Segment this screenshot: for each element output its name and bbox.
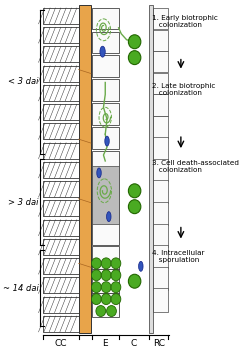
Bar bbox=[43, 239, 78, 255]
Circle shape bbox=[101, 294, 111, 305]
Text: 4. Intracellular
   sporulation: 4. Intracellular sporulation bbox=[152, 250, 204, 263]
Bar bbox=[153, 223, 168, 247]
Bar bbox=[43, 200, 78, 216]
Text: E: E bbox=[102, 339, 108, 348]
Text: C: C bbox=[130, 339, 137, 348]
Bar bbox=[43, 66, 78, 82]
Ellipse shape bbox=[138, 261, 143, 271]
Circle shape bbox=[92, 270, 101, 281]
Bar bbox=[153, 30, 168, 51]
Bar bbox=[43, 220, 78, 236]
Bar bbox=[43, 85, 78, 101]
Text: RC: RC bbox=[154, 339, 166, 348]
Bar bbox=[43, 8, 78, 24]
Bar bbox=[92, 222, 118, 245]
Bar bbox=[92, 127, 118, 149]
Bar bbox=[43, 162, 78, 178]
Bar bbox=[153, 267, 168, 290]
Bar bbox=[43, 297, 78, 313]
Text: 2. Late biotrophic
   colonization: 2. Late biotrophic colonization bbox=[152, 83, 215, 96]
Bar bbox=[153, 8, 168, 29]
Bar bbox=[43, 27, 78, 43]
Circle shape bbox=[111, 294, 121, 305]
Ellipse shape bbox=[105, 136, 109, 146]
Circle shape bbox=[128, 51, 141, 65]
Circle shape bbox=[128, 35, 141, 49]
Circle shape bbox=[101, 270, 111, 281]
Bar bbox=[43, 277, 78, 294]
Text: 3. Cell death-associated
   colonization: 3. Cell death-associated colonization bbox=[152, 161, 238, 173]
Circle shape bbox=[111, 258, 121, 269]
Bar bbox=[43, 46, 78, 62]
Text: < 3 dai: < 3 dai bbox=[8, 77, 38, 87]
Circle shape bbox=[128, 184, 141, 198]
Circle shape bbox=[111, 282, 121, 293]
Text: > 3 dai: > 3 dai bbox=[8, 198, 38, 207]
Ellipse shape bbox=[100, 46, 105, 57]
Bar bbox=[92, 32, 118, 53]
Ellipse shape bbox=[97, 168, 101, 178]
Bar bbox=[43, 316, 78, 332]
Circle shape bbox=[111, 270, 121, 281]
Bar bbox=[153, 73, 168, 94]
Ellipse shape bbox=[106, 211, 111, 222]
Text: ~ 14 dai: ~ 14 dai bbox=[3, 284, 38, 293]
Text: 1. Early biotrophic
   colonization: 1. Early biotrophic colonization bbox=[152, 15, 218, 28]
Bar bbox=[43, 258, 78, 274]
Bar bbox=[153, 180, 168, 203]
Bar bbox=[149, 5, 153, 333]
Bar bbox=[153, 116, 168, 138]
Circle shape bbox=[92, 294, 101, 305]
Bar bbox=[153, 245, 168, 268]
Circle shape bbox=[128, 200, 141, 214]
Bar bbox=[92, 269, 118, 293]
Circle shape bbox=[106, 306, 116, 317]
Bar bbox=[78, 5, 91, 333]
Circle shape bbox=[101, 282, 111, 293]
Bar bbox=[43, 104, 78, 120]
Bar bbox=[92, 174, 118, 197]
Bar bbox=[153, 159, 168, 181]
Bar bbox=[92, 293, 118, 317]
Bar bbox=[92, 246, 118, 269]
Bar bbox=[92, 8, 118, 29]
Bar bbox=[43, 143, 78, 159]
Bar bbox=[92, 166, 118, 224]
Bar bbox=[43, 124, 78, 139]
Circle shape bbox=[101, 258, 111, 269]
Bar bbox=[92, 79, 118, 101]
Bar bbox=[153, 202, 168, 225]
Bar bbox=[43, 181, 78, 197]
Bar bbox=[153, 137, 168, 159]
Bar bbox=[92, 150, 118, 173]
Text: CC: CC bbox=[54, 339, 67, 348]
Bar bbox=[153, 51, 168, 72]
Circle shape bbox=[92, 258, 101, 269]
Circle shape bbox=[96, 306, 106, 317]
Bar bbox=[92, 55, 118, 77]
Bar bbox=[153, 288, 168, 312]
Circle shape bbox=[128, 274, 141, 288]
Circle shape bbox=[92, 282, 101, 293]
Bar bbox=[92, 103, 118, 125]
Bar bbox=[153, 94, 168, 116]
Bar bbox=[92, 198, 118, 221]
